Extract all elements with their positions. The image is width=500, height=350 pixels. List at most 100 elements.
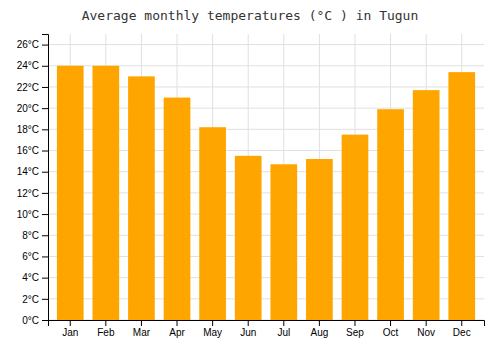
y-tick-label: 22°C	[17, 82, 39, 93]
x-tick: Feb	[97, 320, 115, 338]
y-tick-label: 4°C	[22, 272, 39, 283]
y-tick-mark	[42, 172, 48, 173]
y-tick-label: 0°C	[22, 315, 39, 326]
x-tick: Dec	[453, 320, 471, 338]
x-tick-mark	[212, 320, 213, 326]
y-tick-label: 10°C	[17, 209, 39, 220]
chart-container: 0°C 2°C 4°C 6°C 8°C 10°C 12°C 14°C 16°C 18°C 20°C 2…	[0, 0, 500, 350]
x-tick-label: Jul	[277, 327, 290, 338]
x-tick-label: Jun	[240, 327, 256, 338]
y-tick: 26°C	[17, 39, 48, 50]
x-tick-label: Feb	[97, 327, 115, 338]
x-tick-mark	[319, 320, 320, 326]
y-tick: 16°C	[17, 145, 48, 156]
bar	[413, 90, 440, 320]
x-tick-mark	[354, 320, 355, 326]
x-tick-label: Dec	[453, 327, 471, 338]
x-tick: Jan	[62, 320, 78, 338]
y-tick-label: 8°C	[22, 230, 39, 241]
grid	[48, 34, 484, 320]
y-tick-label: 20°C	[17, 103, 39, 114]
title: Average monthly temperatures (°C ) in Tu…	[82, 8, 419, 23]
bars	[57, 66, 475, 320]
x-tick-label: Jan	[62, 327, 78, 338]
x-axis-line	[49, 321, 485, 327]
y-tick-mark	[42, 278, 48, 279]
x-tick-mark	[248, 320, 249, 326]
x-tick-label: Apr	[169, 327, 185, 338]
bar	[235, 156, 262, 320]
x-tick: Apr	[169, 320, 185, 338]
x-tick: Sep	[346, 320, 364, 338]
y-tick-label: 6°C	[22, 251, 39, 262]
bar	[164, 98, 191, 320]
x-tick: Aug	[310, 320, 328, 338]
y-tick-label: 2°C	[22, 294, 39, 305]
y-tick-label: 12°C	[17, 188, 39, 199]
y-tick: 6°C	[22, 251, 48, 262]
bar	[199, 127, 226, 320]
x-tick-mark	[177, 320, 178, 326]
bar	[342, 135, 369, 320]
x-tick: Oct	[383, 320, 399, 338]
y-tick: 0°C	[22, 315, 48, 326]
y-tick: 22°C	[17, 82, 48, 93]
x-tick-mark	[105, 320, 106, 326]
x-tick: Jul	[277, 320, 290, 338]
bar	[92, 66, 119, 320]
x-tick-label: Nov	[417, 327, 435, 338]
x-tick-mark	[390, 320, 391, 326]
plot: 0°C 2°C 4°C 6°C 8°C 10°C 12°C 14°C 16°C 18°C 20°C 2…	[17, 34, 485, 338]
y-tick: 4°C	[22, 272, 48, 283]
y-tick-mark	[42, 129, 48, 130]
bar	[448, 72, 475, 320]
x-tick-mark	[426, 320, 427, 326]
y-tick: 2°C	[22, 294, 48, 305]
x-tick-label: Mar	[133, 327, 151, 338]
x-tick: Jun	[240, 320, 256, 338]
y-tick: 18°C	[17, 124, 48, 135]
y-tick-label: 24°C	[17, 60, 39, 71]
y-tick-mark	[42, 108, 48, 109]
bar	[128, 76, 155, 320]
y-tick-label: 14°C	[17, 166, 39, 177]
y-tick: 12°C	[17, 188, 48, 199]
y-tick-mark	[42, 214, 48, 215]
y-axis: 0°C 2°C 4°C 6°C 8°C 10°C 12°C 14°C 16°C 18°C 20°C 2…	[17, 35, 49, 326]
y-tick-label: 26°C	[17, 39, 39, 50]
bar	[270, 164, 297, 320]
x-tick-mark	[70, 320, 71, 326]
x-tick: May	[203, 320, 222, 338]
y-tick: 10°C	[17, 209, 48, 220]
x-tick-label: Oct	[383, 327, 399, 338]
y-tick: 8°C	[22, 230, 48, 241]
y-tick-mark	[42, 299, 48, 300]
bar	[306, 159, 333, 320]
bar	[377, 109, 404, 320]
y-tick-mark	[42, 235, 48, 236]
x-tick-mark	[283, 320, 284, 326]
y-tick-mark	[42, 87, 48, 88]
y-tick-mark	[42, 193, 48, 194]
y-tick-mark	[42, 320, 48, 321]
bar	[57, 66, 84, 320]
y-tick-mark	[42, 151, 48, 152]
x-tick-label: May	[203, 327, 222, 338]
y-tick: 20°C	[17, 103, 48, 114]
y-tick: 24°C	[17, 60, 48, 71]
x-axis: Jan Feb Mar Apr May Jun Jul Aug Sep Oct Nov Dec	[49, 320, 485, 338]
x-tick-label: Aug	[310, 327, 328, 338]
y-tick-mark	[42, 45, 48, 46]
y-tick-mark	[42, 66, 48, 67]
x-tick: Mar	[133, 320, 151, 338]
y-tick-label: 16°C	[17, 145, 39, 156]
y-tick-mark	[42, 256, 48, 257]
chart-svg: 0°C 2°C 4°C 6°C 8°C 10°C 12°C 14°C 16°C 18°C 20°C 2…	[0, 0, 500, 350]
y-grid-line	[48, 44, 484, 45]
x-tick: Nov	[417, 320, 435, 338]
y-tick-label: 18°C	[17, 124, 39, 135]
x-tick-mark	[461, 320, 462, 326]
x-tick-label: Sep	[346, 327, 364, 338]
x-tick-mark	[141, 320, 142, 326]
y-axis-line	[42, 35, 49, 321]
